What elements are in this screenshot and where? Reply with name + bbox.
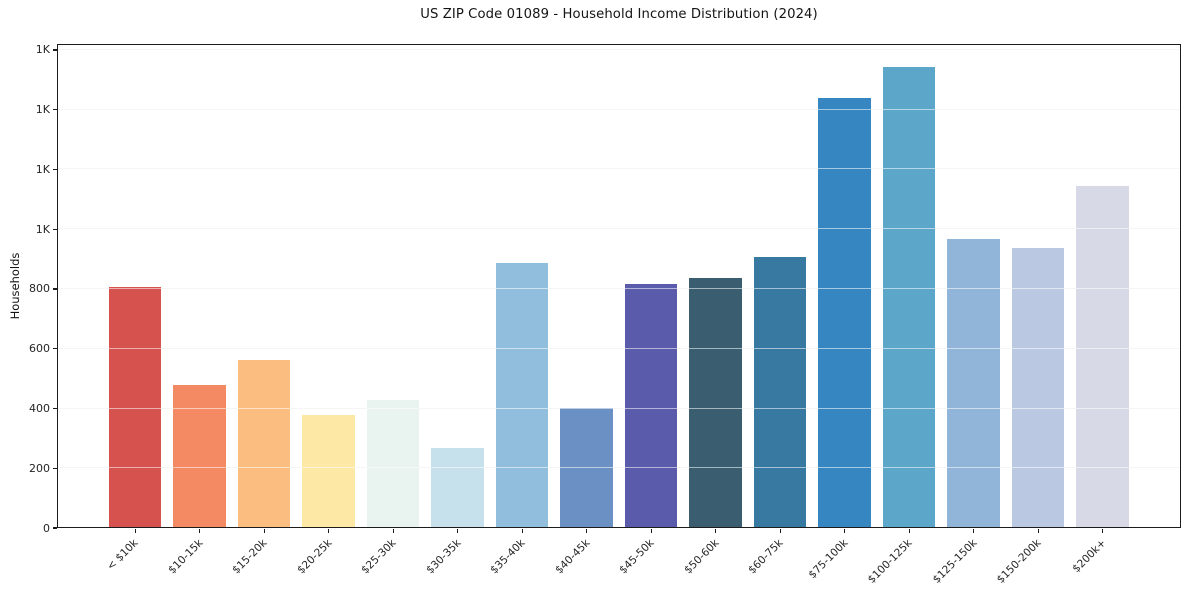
x-tick-label: $15-20k (230, 537, 270, 577)
bar (237, 359, 291, 527)
y-tick-mark (52, 228, 57, 230)
plot-area (57, 44, 1181, 528)
x-tick-mark (392, 528, 394, 533)
gridline-overlay (58, 288, 1180, 289)
bar (624, 283, 678, 527)
y-tick-mark (52, 49, 57, 51)
x-tick-mark (1037, 528, 1039, 533)
y-tick-mark (52, 348, 57, 350)
x-tick-mark (199, 528, 201, 533)
bar (882, 66, 936, 527)
bar (173, 385, 226, 527)
gridline-overlay (58, 228, 1180, 230)
chart-title: US ZIP Code 01089 - Household Income Dis… (420, 7, 818, 22)
bar (818, 98, 871, 527)
y-tick-label: 0 (43, 521, 50, 535)
x-tick-mark (134, 528, 136, 533)
bar (108, 286, 162, 527)
x-tick-label: $125-150k (930, 537, 980, 586)
y-tick-mark (52, 109, 57, 111)
y-tick-label: 200 (29, 461, 50, 475)
x-tick-label: $25-30k (359, 537, 399, 577)
bar (947, 238, 1000, 527)
y-tick-mark (52, 168, 57, 171)
gridline-overlay (58, 407, 1180, 409)
y-tick-mark (52, 527, 57, 529)
x-tick-mark (1102, 528, 1104, 533)
x-tick-mark (586, 528, 588, 533)
x-tick-mark (521, 528, 523, 533)
gridline-overlay (58, 168, 1180, 170)
x-tick-mark (715, 528, 717, 533)
x-tick-label: $50-60k (681, 537, 722, 577)
gridline-overlay (58, 467, 1180, 469)
bar (431, 447, 484, 527)
x-tick-label: $10-15k (165, 537, 206, 577)
x-tick-mark (908, 528, 910, 533)
x-tick-mark (779, 528, 781, 533)
y-tick-label: 400 (29, 401, 50, 415)
x-tick-label: $60-75k (746, 537, 786, 577)
y-tick-mark (52, 407, 57, 410)
y-tick-label: 800 (29, 282, 50, 296)
x-tick-label: $30-35k (423, 537, 464, 577)
bar (1076, 186, 1129, 527)
gridline-overlay (58, 347, 1180, 349)
x-tick-label: < $10k (104, 537, 141, 573)
x-tick-label: $75-100k (806, 537, 851, 582)
x-tick-label: $150-200k (994, 537, 1044, 586)
bar (366, 400, 420, 527)
gridline-overlay (58, 108, 1180, 110)
y-tick-mark (52, 288, 57, 290)
bar (689, 277, 742, 527)
x-tick-mark (328, 528, 330, 533)
y-tick-label: 1K (35, 103, 50, 117)
y-tick-mark (52, 467, 57, 469)
x-tick-mark (973, 528, 975, 533)
x-tick-label: $100-125k (865, 537, 915, 586)
bar (753, 256, 807, 527)
x-tick-mark (263, 528, 265, 533)
y-tick-label: 600 (29, 342, 50, 356)
y-tick-label: 1K (35, 43, 50, 57)
x-tick-label: $20-25k (294, 537, 335, 577)
x-tick-mark (844, 528, 846, 533)
bar (302, 414, 355, 527)
bar (495, 262, 549, 527)
x-tick-mark (650, 528, 652, 533)
x-tick-label: $45-50k (617, 537, 657, 577)
y-tick-label: 1K (35, 222, 50, 236)
x-tick-label: $40-45k (552, 537, 593, 577)
x-tick-label: $200k+ (1070, 537, 1109, 576)
gridline-overlay (58, 48, 1180, 50)
y-tick-label: 1K (35, 162, 50, 176)
x-tick-mark (457, 528, 459, 533)
x-tick-label: $35-40k (488, 537, 528, 577)
bar (1011, 247, 1065, 527)
